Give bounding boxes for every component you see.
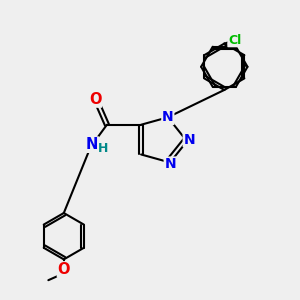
Text: H: H (98, 142, 108, 155)
Text: N: N (183, 133, 195, 147)
Text: N: N (86, 137, 98, 152)
Text: O: O (89, 92, 101, 107)
Text: N: N (164, 157, 176, 171)
Text: N: N (162, 110, 174, 124)
Text: O: O (58, 262, 70, 277)
Text: Cl: Cl (228, 34, 241, 46)
